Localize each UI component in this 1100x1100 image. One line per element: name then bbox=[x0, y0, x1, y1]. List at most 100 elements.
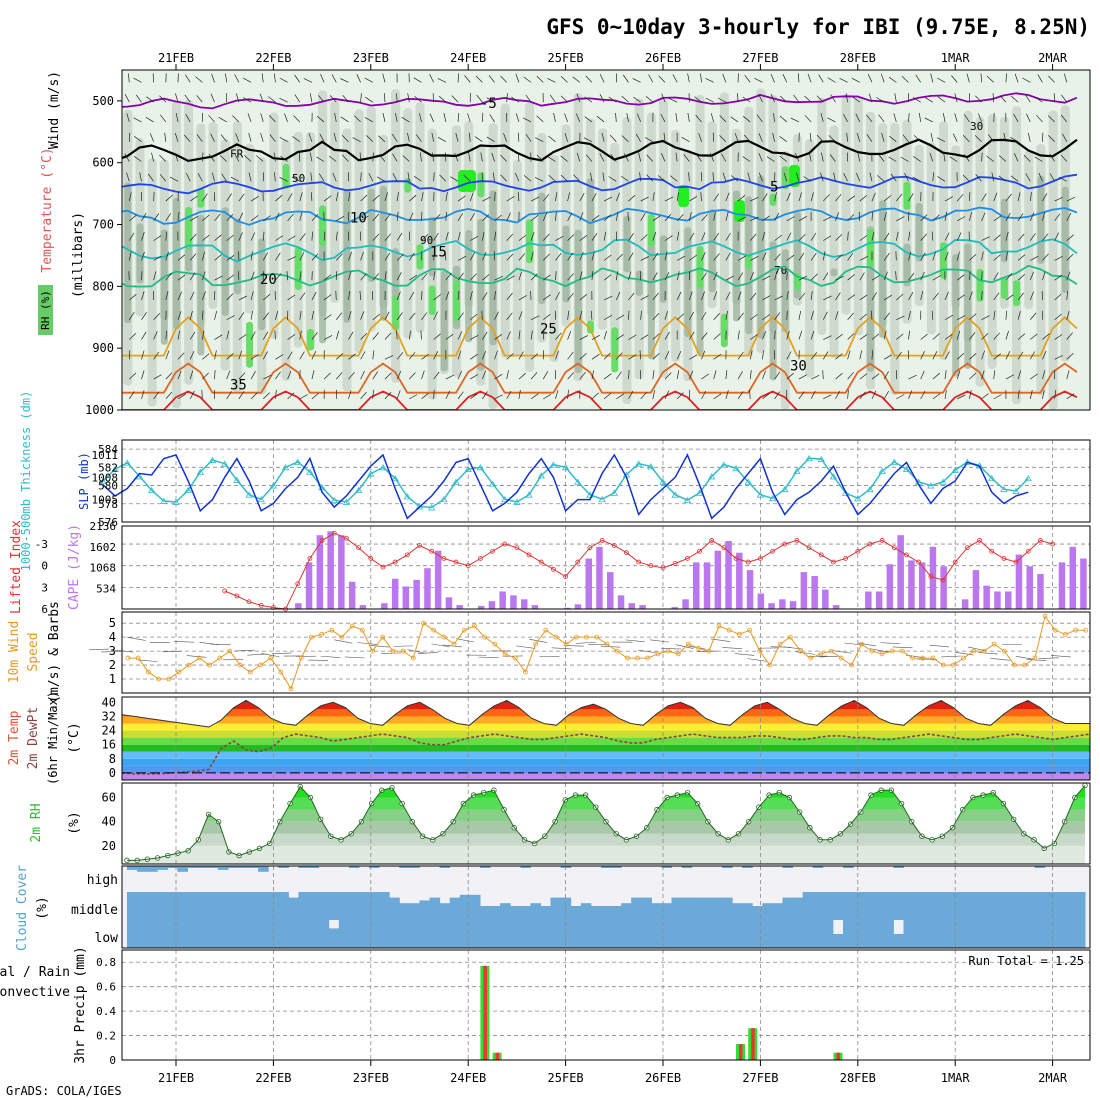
wind-barb bbox=[932, 251, 936, 261]
wind-barb bbox=[924, 97, 934, 103]
wind-barb bbox=[981, 236, 990, 241]
wind-barb bbox=[482, 370, 486, 380]
rh-band-mid bbox=[829, 125, 839, 358]
wind-barb bbox=[810, 232, 817, 241]
wind-barb bbox=[730, 116, 739, 123]
cloud-middle-cell bbox=[722, 897, 733, 920]
wind-barb bbox=[689, 354, 698, 360]
wind-barb bbox=[384, 213, 391, 222]
lifted-tick-label: 3 bbox=[41, 581, 48, 594]
wind-barb bbox=[567, 212, 573, 222]
wind-barb bbox=[201, 389, 203, 399]
wind-barb bbox=[323, 314, 332, 321]
wind-barb bbox=[628, 390, 634, 400]
wind-barb bbox=[871, 231, 875, 241]
wind-barb bbox=[262, 331, 269, 340]
lifted-marker bbox=[465, 563, 471, 569]
ytick-label: 1000 bbox=[85, 403, 114, 417]
wind-barb bbox=[1042, 212, 1046, 221]
wind-barb bbox=[210, 93, 215, 103]
wind-barb bbox=[402, 155, 410, 162]
wind-barb bbox=[382, 113, 386, 123]
cloud-low-cell bbox=[843, 920, 854, 948]
wind-barb bbox=[616, 253, 623, 261]
wind-barb bbox=[336, 312, 343, 320]
cloud-middle-cell bbox=[500, 903, 511, 920]
wind-barb bbox=[396, 291, 401, 301]
wind-barb bbox=[214, 310, 218, 320]
wind-barb bbox=[523, 175, 532, 182]
wind-barb bbox=[310, 172, 313, 182]
rh-band-dark bbox=[1000, 198, 1008, 263]
wind-barb bbox=[661, 153, 666, 162]
wind-barb bbox=[1042, 333, 1050, 340]
wind-barb bbox=[1017, 351, 1024, 360]
lifted-marker bbox=[344, 535, 349, 541]
wind-barb bbox=[506, 93, 508, 103]
wind-barb bbox=[750, 255, 759, 261]
cape-bar bbox=[875, 591, 883, 609]
wind-barb bbox=[676, 370, 680, 380]
wind-barb bbox=[628, 310, 630, 320]
cloud-middle-cell bbox=[550, 897, 562, 920]
wind10-barb bbox=[261, 653, 280, 658]
wind-barb bbox=[133, 117, 142, 123]
rh-saturated-patch bbox=[789, 165, 800, 187]
wind-barb bbox=[770, 93, 775, 103]
wind-barb bbox=[372, 313, 381, 321]
wind-barb bbox=[311, 213, 319, 222]
wind-barb bbox=[871, 350, 874, 360]
wind-barb bbox=[384, 192, 388, 202]
wind-barb bbox=[908, 272, 915, 281]
wind-barb bbox=[165, 372, 173, 380]
cloud-level-label-middle: middle bbox=[71, 903, 118, 918]
wind-barb bbox=[1066, 253, 1074, 261]
isotherm-label: 20 bbox=[260, 272, 277, 288]
wind-barb bbox=[683, 154, 690, 162]
wind-barb bbox=[470, 334, 479, 340]
wind-barb bbox=[579, 271, 583, 281]
wind-barb bbox=[855, 113, 861, 123]
wind10-barb bbox=[407, 649, 426, 654]
lifted-cape-frame bbox=[121, 525, 1091, 610]
wind-barb bbox=[141, 251, 145, 261]
wind-barb bbox=[1005, 73, 1007, 83]
rh-band-mid bbox=[890, 122, 900, 396]
wind-barb bbox=[993, 215, 1002, 222]
cloud-low-cell bbox=[641, 920, 652, 948]
wind-barb bbox=[506, 370, 509, 380]
wind10-marker bbox=[451, 641, 457, 647]
wind-barb bbox=[503, 133, 508, 142]
wind-barb bbox=[1005, 231, 1009, 241]
wind-barb bbox=[1066, 352, 1074, 360]
wind-barb bbox=[616, 352, 623, 360]
wind-barb bbox=[890, 173, 897, 182]
wind-barb bbox=[1017, 311, 1021, 320]
thickness-tick-label: 578 bbox=[98, 498, 118, 511]
rh-band-dark bbox=[465, 229, 473, 343]
wind-barb bbox=[1005, 374, 1014, 380]
wind-barb bbox=[1017, 192, 1021, 202]
wind-barb bbox=[786, 271, 788, 281]
wind-barb bbox=[652, 312, 660, 320]
wind-barb bbox=[250, 215, 259, 222]
wind-barb bbox=[1005, 212, 1011, 222]
wind-barb bbox=[408, 330, 411, 340]
wind-barb bbox=[323, 372, 331, 380]
rh-band-dark bbox=[221, 207, 229, 316]
wind10-barb bbox=[235, 649, 256, 652]
wind-barb bbox=[920, 370, 925, 380]
wind-barb bbox=[409, 212, 414, 221]
thickness-marker bbox=[160, 497, 168, 504]
wind-barb bbox=[518, 253, 525, 261]
thickness-marker bbox=[878, 467, 886, 474]
wind-barb bbox=[437, 136, 447, 143]
wind-barb bbox=[883, 195, 892, 202]
ylabel-wind10-c: (m/s) & Barbs bbox=[47, 601, 62, 703]
wind-barb bbox=[372, 213, 379, 222]
cape-bar bbox=[768, 603, 775, 609]
cloud-low-cell bbox=[711, 920, 723, 948]
wind-barb bbox=[779, 136, 787, 142]
wind-barb bbox=[908, 251, 912, 261]
wind-barb bbox=[352, 137, 361, 143]
